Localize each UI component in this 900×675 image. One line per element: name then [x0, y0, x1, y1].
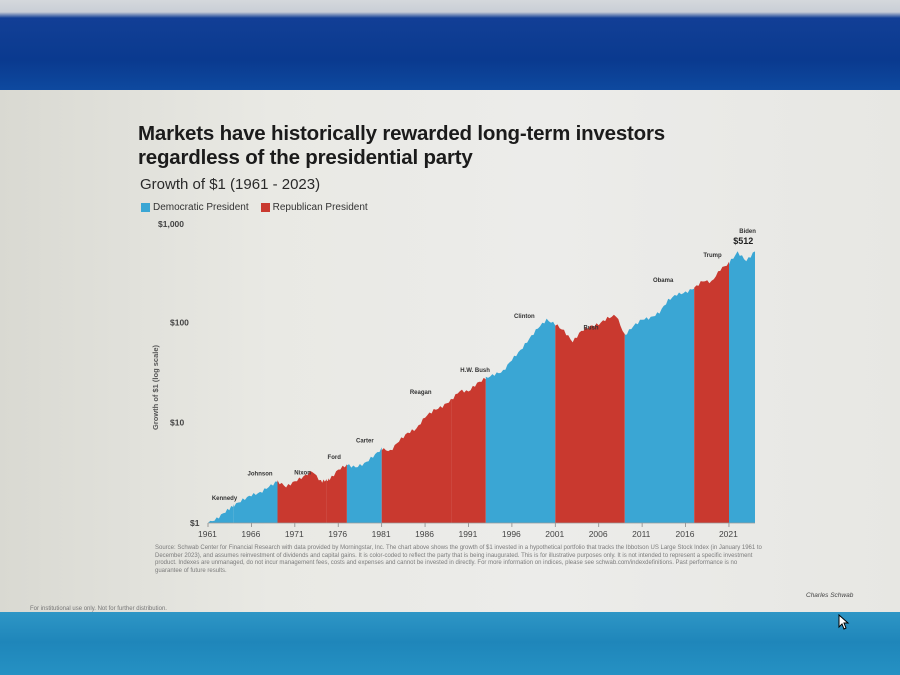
president-label-trump: Trump: [703, 253, 722, 259]
president-label-ford: Ford: [328, 455, 342, 461]
president-label-kennedy: Kennedy: [212, 496, 238, 502]
mouse-cursor-icon: [838, 614, 850, 630]
president-area-johnson: [233, 481, 278, 523]
president-label-carter: Carter: [356, 439, 374, 445]
president-label-biden: Biden: [739, 229, 756, 235]
x-tick-label-2011: 2011: [632, 529, 651, 539]
x-tick-label-1996: 1996: [502, 529, 521, 539]
x-tick-label-1981: 1981: [372, 529, 391, 539]
president-area-bush: [555, 314, 625, 523]
x-tick-label-1986: 1986: [415, 529, 434, 539]
president-area-nixon: [277, 470, 327, 523]
legend-item-democratic: Democratic President: [141, 202, 249, 213]
president-area-obama: [624, 288, 695, 523]
x-tick-label-2021: 2021: [719, 529, 738, 539]
monitor-top-bar: [0, 0, 900, 92]
president-label-johnson: Johnson: [248, 471, 273, 477]
legend: Democratic President Republican Presiden…: [141, 200, 380, 214]
x-tick-label-2016: 2016: [676, 529, 695, 539]
president-area-kennedy: [208, 506, 234, 523]
president-area-clinton: [485, 318, 556, 523]
y-tick-label-100: $100: [170, 317, 189, 327]
president-area-biden: [729, 251, 755, 524]
president-area-ford: [326, 464, 347, 523]
brand-logo: Charles Schwab: [806, 592, 854, 599]
x-tick-label-2001: 2001: [545, 529, 564, 539]
end-value-label: $512: [733, 236, 753, 246]
y-tick-label-1: $1: [190, 518, 200, 528]
x-tick-label-1961: 1961: [198, 529, 217, 539]
legend-swatch-republican: [260, 202, 270, 212]
president-label-bush: Bush: [584, 325, 599, 331]
chart-title: Markets have historically rewarded long-…: [138, 122, 665, 169]
president-label-reagan: Reagan: [410, 390, 432, 396]
president-label-obama: Obama: [653, 278, 674, 284]
president-area-carter: [346, 447, 382, 523]
monitor-bottom-bar: [0, 612, 900, 675]
president-area-h-w-bush: [451, 377, 486, 523]
y-tick-label-1000: $1,000: [158, 219, 184, 229]
y-tick-label-10: $10: [170, 418, 184, 428]
x-tick-label-1966: 1966: [241, 529, 260, 539]
x-tick-label-1971: 1971: [285, 529, 304, 539]
legend-item-republican: Republican President: [260, 201, 368, 213]
footer-disclaimer: For institutional use only. Not for furt…: [30, 606, 167, 612]
y-axis-label: Growth of $1 (log scale): [151, 344, 160, 430]
x-tick-label-2006: 2006: [589, 529, 608, 539]
legend-swatch-democratic: [141, 202, 150, 212]
president-area-trump: [694, 261, 729, 523]
president-label-clinton: Clinton: [514, 314, 535, 320]
president-label-nixon: Nixon: [294, 470, 311, 476]
x-tick-label-1976: 1976: [328, 529, 347, 539]
president-area-reagan: [381, 398, 452, 523]
legend-label-republican: Republican President: [272, 201, 368, 213]
x-tick-label-1991: 1991: [458, 529, 477, 539]
president-label-h-w-bush: H.W. Bush: [460, 368, 490, 374]
chart-subtitle: Growth of $1 (1961 - 2023): [140, 176, 321, 193]
source-note: Source: Schwab Center for Financial Rese…: [155, 545, 762, 574]
legend-label-democratic: Democratic President: [153, 201, 249, 213]
